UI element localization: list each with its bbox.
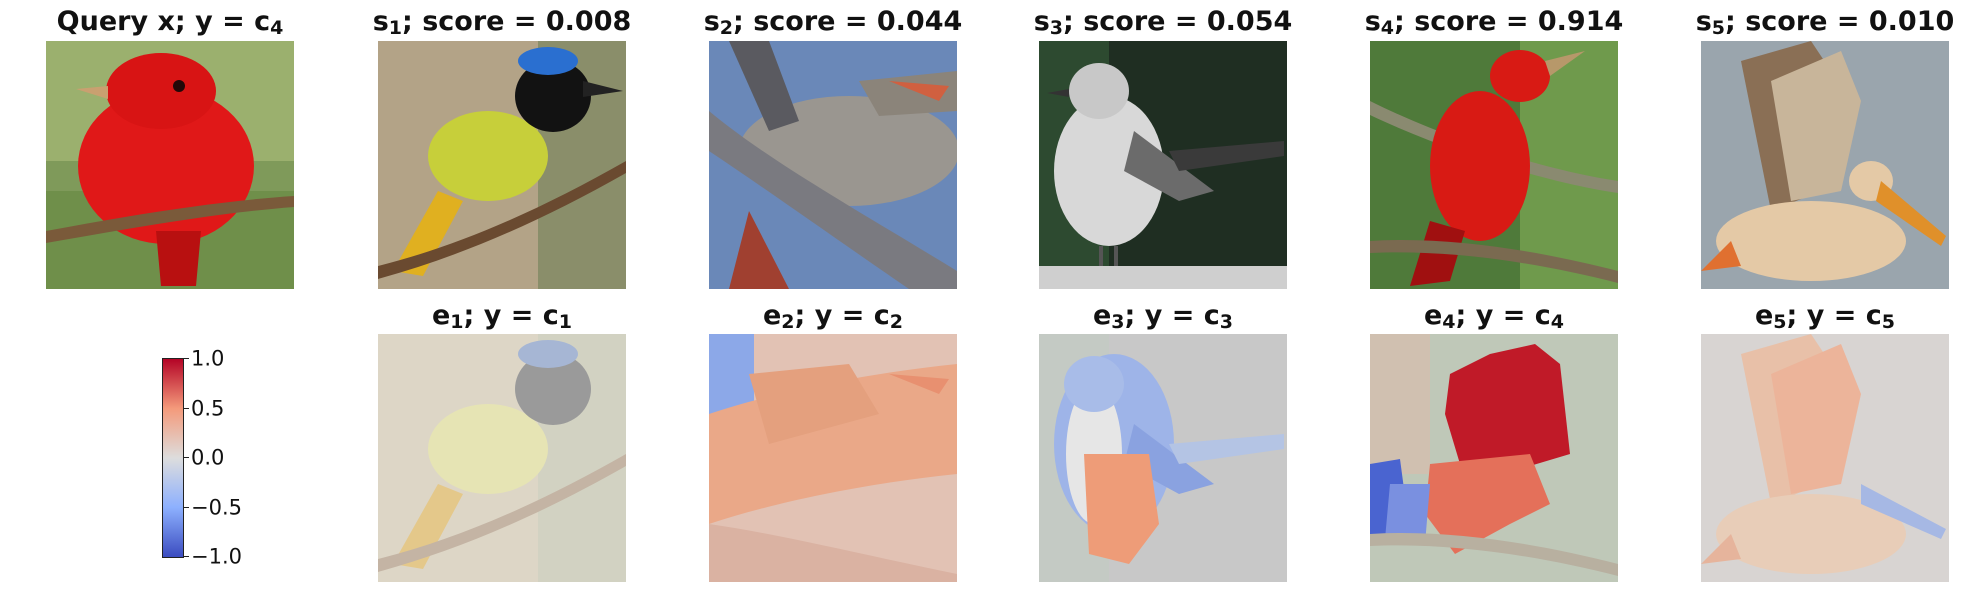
explanation-title-4: e4; y = c4 bbox=[1423, 300, 1565, 333]
explanation-image-3 bbox=[1039, 334, 1287, 582]
colorbar bbox=[162, 358, 184, 558]
colorbar-tick bbox=[183, 507, 189, 508]
explanation-title-5: e5; y = c5 bbox=[1754, 300, 1896, 333]
explanation-title-3: e3; y = c3 bbox=[1092, 300, 1234, 333]
explanation-image-1 bbox=[378, 334, 626, 582]
colorbar-tick bbox=[183, 457, 189, 458]
colorbar-tick-label: 1.0 bbox=[191, 346, 225, 371]
colorbar-tick bbox=[183, 408, 189, 409]
explanation-image-5 bbox=[1701, 334, 1949, 582]
colorbar-tick-label: −1.0 bbox=[191, 544, 242, 569]
support-title-4: s4; score = 0.914 bbox=[1364, 6, 1624, 39]
colorbar-tick bbox=[183, 556, 189, 557]
colorbar-tick-label: 0.0 bbox=[191, 445, 225, 470]
support-title-3: s3; score = 0.054 bbox=[1033, 6, 1293, 39]
query-title: Query x; y = c4 bbox=[56, 6, 284, 39]
explanation-title-2: e2; y = c2 bbox=[762, 300, 904, 333]
support-title-1: s1; score = 0.008 bbox=[372, 6, 632, 39]
support-title-5: s5; score = 0.010 bbox=[1695, 6, 1955, 39]
support-image-4 bbox=[1370, 41, 1618, 289]
explanation-image-4 bbox=[1370, 334, 1618, 582]
colorbar-tick bbox=[183, 358, 189, 359]
query-image bbox=[46, 41, 294, 289]
support-title-2: s2; score = 0.044 bbox=[703, 6, 963, 39]
support-image-3 bbox=[1039, 41, 1287, 289]
colorbar-tick-label: 0.5 bbox=[191, 396, 225, 421]
explanation-title-1: e1; y = c1 bbox=[431, 300, 573, 333]
colorbar-tick-label: −0.5 bbox=[191, 495, 242, 520]
explanation-image-2 bbox=[709, 334, 957, 582]
support-image-1 bbox=[378, 41, 626, 289]
support-image-5 bbox=[1701, 41, 1949, 289]
support-image-2 bbox=[709, 41, 957, 289]
